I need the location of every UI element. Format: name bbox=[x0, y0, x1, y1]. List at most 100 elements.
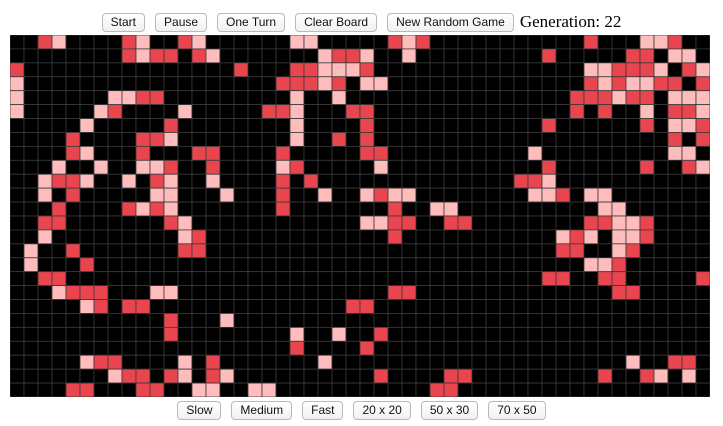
cell-dead[interactable] bbox=[387, 382, 403, 397]
cell-dead[interactable] bbox=[261, 271, 277, 287]
cell-alive[interactable] bbox=[611, 271, 627, 287]
cell-dead[interactable] bbox=[471, 187, 487, 203]
cell-alive[interactable] bbox=[415, 35, 431, 50]
cell-dead[interactable] bbox=[611, 299, 627, 314]
cell-dead[interactable] bbox=[373, 257, 389, 273]
cell-dead[interactable] bbox=[373, 90, 389, 106]
cell-alive[interactable] bbox=[681, 368, 697, 384]
cell-dead[interactable] bbox=[569, 145, 585, 161]
cell-dead[interactable] bbox=[51, 299, 67, 314]
cell-dead[interactable] bbox=[373, 132, 389, 147]
cell-dead[interactable] bbox=[695, 187, 710, 203]
cell-dead[interactable] bbox=[23, 215, 39, 231]
cell-alive[interactable] bbox=[261, 104, 277, 119]
cell-dead[interactable] bbox=[107, 215, 123, 231]
cell-dead[interactable] bbox=[457, 340, 473, 356]
cell-dead[interactable] bbox=[289, 173, 305, 189]
cell-dead[interactable] bbox=[275, 299, 291, 314]
cell-dead[interactable] bbox=[415, 132, 431, 147]
cell-dead[interactable] bbox=[93, 257, 109, 273]
cell-dead[interactable] bbox=[527, 257, 543, 273]
cell-alive[interactable] bbox=[555, 271, 571, 287]
cell-dead[interactable] bbox=[471, 368, 487, 384]
cell-dead[interactable] bbox=[107, 201, 123, 217]
cell-dead[interactable] bbox=[177, 326, 193, 342]
cell-dead[interactable] bbox=[359, 229, 375, 245]
cell-alive[interactable] bbox=[639, 76, 655, 92]
cell-dead[interactable] bbox=[429, 187, 445, 203]
cell-dead[interactable] bbox=[107, 243, 123, 259]
cell-dead[interactable] bbox=[37, 243, 53, 259]
cell-dead[interactable] bbox=[247, 201, 263, 217]
cell-dead[interactable] bbox=[261, 48, 277, 64]
cell-dead[interactable] bbox=[695, 173, 710, 189]
cell-alive[interactable] bbox=[597, 76, 613, 92]
cell-dead[interactable] bbox=[457, 62, 473, 78]
cell-dead[interactable] bbox=[331, 201, 347, 217]
cell-dead[interactable] bbox=[513, 90, 529, 106]
cell-dead[interactable] bbox=[107, 326, 123, 342]
cell-alive[interactable] bbox=[107, 104, 123, 119]
cell-alive[interactable] bbox=[359, 76, 375, 92]
cell-dead[interactable] bbox=[681, 187, 697, 203]
cell-dead[interactable] bbox=[93, 271, 109, 287]
cell-alive[interactable] bbox=[121, 299, 137, 314]
cell-alive[interactable] bbox=[107, 90, 123, 106]
cell-dead[interactable] bbox=[149, 243, 165, 259]
cell-dead[interactable] bbox=[261, 299, 277, 314]
cell-dead[interactable] bbox=[639, 132, 655, 147]
cell-dead[interactable] bbox=[681, 243, 697, 259]
cell-dead[interactable] bbox=[569, 368, 585, 384]
cell-alive[interactable] bbox=[121, 173, 137, 189]
cell-dead[interactable] bbox=[79, 313, 95, 328]
cell-dead[interactable] bbox=[219, 90, 235, 106]
cell-alive[interactable] bbox=[51, 215, 67, 231]
cell-alive[interactable] bbox=[555, 229, 571, 245]
cell-dead[interactable] bbox=[303, 271, 319, 287]
cell-dead[interactable] bbox=[401, 340, 417, 356]
cell-dead[interactable] bbox=[625, 382, 641, 397]
cell-dead[interactable] bbox=[681, 76, 697, 92]
cell-alive[interactable] bbox=[93, 159, 109, 175]
cell-dead[interactable] bbox=[653, 132, 669, 147]
cell-dead[interactable] bbox=[513, 354, 529, 370]
cell-alive[interactable] bbox=[653, 76, 669, 92]
cell-dead[interactable] bbox=[23, 187, 39, 203]
cell-dead[interactable] bbox=[107, 173, 123, 189]
cell-dead[interactable] bbox=[317, 159, 333, 175]
cell-dead[interactable] bbox=[275, 90, 291, 106]
cell-dead[interactable] bbox=[177, 173, 193, 189]
cell-dead[interactable] bbox=[275, 62, 291, 78]
cell-dead[interactable] bbox=[569, 340, 585, 356]
cell-dead[interactable] bbox=[233, 187, 249, 203]
cell-dead[interactable] bbox=[163, 229, 179, 245]
cell-dead[interactable] bbox=[471, 271, 487, 287]
cell-dead[interactable] bbox=[653, 159, 669, 175]
cell-dead[interactable] bbox=[303, 340, 319, 356]
cell-dead[interactable] bbox=[331, 299, 347, 314]
cell-dead[interactable] bbox=[527, 382, 543, 397]
cell-dead[interactable] bbox=[625, 326, 641, 342]
cell-dead[interactable] bbox=[541, 229, 557, 245]
cell-dead[interactable] bbox=[541, 145, 557, 161]
cell-dead[interactable] bbox=[681, 271, 697, 287]
cell-dead[interactable] bbox=[499, 243, 515, 259]
cell-alive[interactable] bbox=[611, 243, 627, 259]
cell-dead[interactable] bbox=[51, 48, 67, 64]
cell-alive[interactable] bbox=[93, 104, 109, 119]
cell-dead[interactable] bbox=[79, 229, 95, 245]
cell-alive[interactable] bbox=[597, 215, 613, 231]
cell-dead[interactable] bbox=[569, 62, 585, 78]
speed-slow-button[interactable]: Slow bbox=[177, 400, 222, 420]
cell-alive[interactable] bbox=[289, 90, 305, 106]
cell-dead[interactable] bbox=[499, 118, 515, 133]
cell-dead[interactable] bbox=[331, 368, 347, 384]
cell-dead[interactable] bbox=[177, 132, 193, 147]
cell-dead[interactable] bbox=[23, 201, 39, 217]
cell-dead[interactable] bbox=[625, 313, 641, 328]
cell-alive[interactable] bbox=[359, 132, 375, 147]
cell-dead[interactable] bbox=[583, 132, 599, 147]
cell-dead[interactable] bbox=[429, 340, 445, 356]
cell-dead[interactable] bbox=[317, 326, 333, 342]
cell-dead[interactable] bbox=[23, 132, 39, 147]
